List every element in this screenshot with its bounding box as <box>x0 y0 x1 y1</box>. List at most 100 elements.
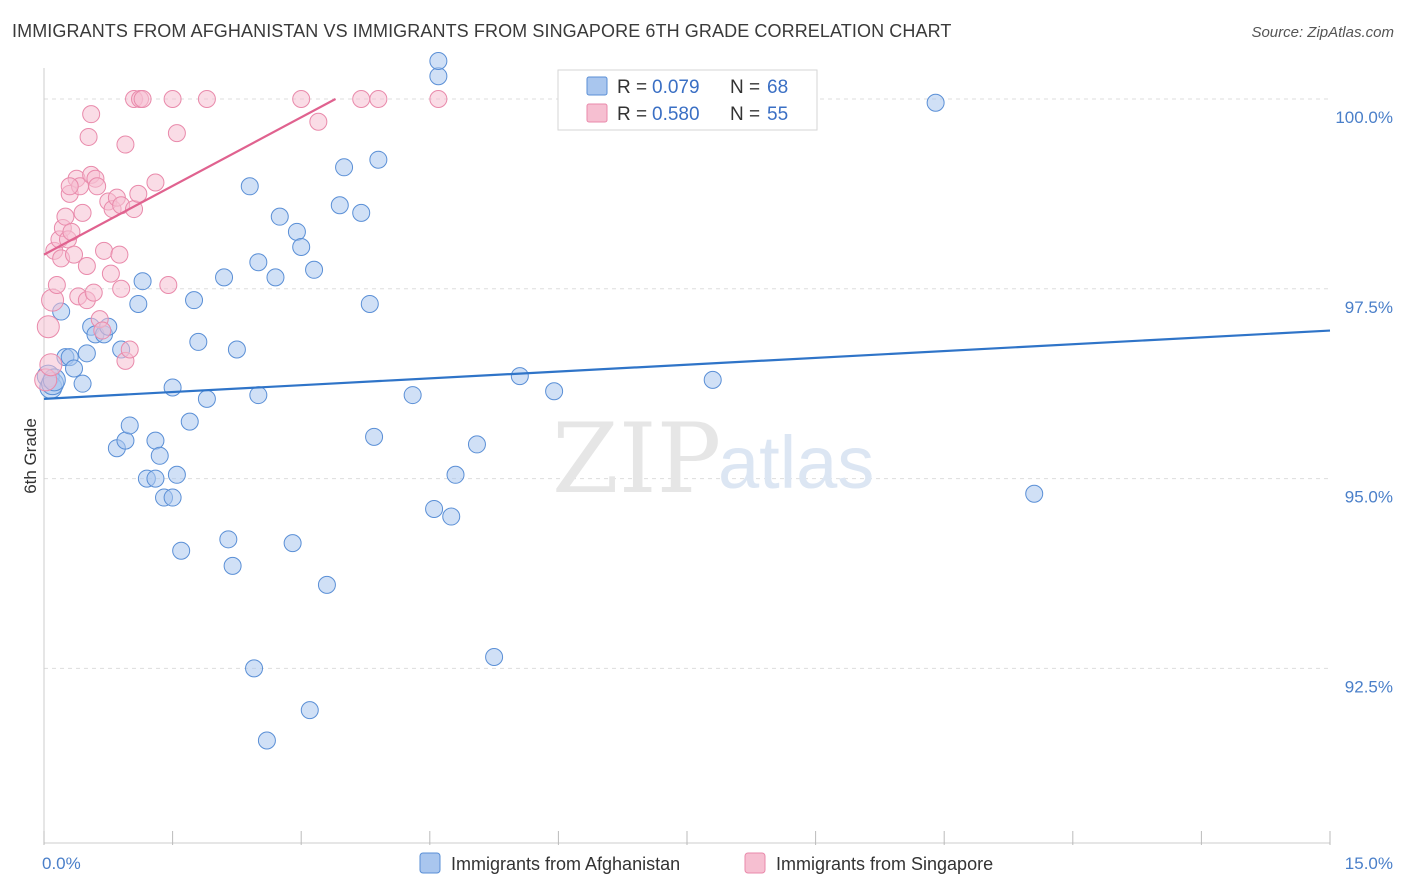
afghanistan-point <box>305 260 324 279</box>
singapore-point <box>112 279 131 298</box>
afghanistan-point <box>257 731 276 750</box>
afghanistan-point <box>215 268 234 287</box>
afghanistan-point <box>227 340 246 359</box>
afghanistan-point <box>180 412 199 431</box>
singapore-point <box>56 207 75 226</box>
afghanistan-point <box>185 291 204 310</box>
y-tick-label: 92.5% <box>1345 677 1393 696</box>
legend-pink-n-label: N = <box>730 104 765 125</box>
singapore-point <box>133 89 152 108</box>
singapore-point <box>77 257 96 276</box>
singapore-point <box>163 89 182 108</box>
legend-singapore-swatch <box>744 852 766 874</box>
series-singapore-points <box>34 89 448 392</box>
afghanistan-point <box>249 253 268 272</box>
singapore-point <box>167 124 186 143</box>
legend-afghanistan-label: Immigrants from Afghanistan <box>451 854 680 874</box>
legend-blue-n-label: N = <box>730 77 765 98</box>
afghanistan-point <box>1025 484 1044 503</box>
legend-pink-r-value: 0.580 <box>652 104 700 125</box>
afghanistan-point <box>167 465 186 484</box>
singapore-point <box>95 241 114 260</box>
afghanistan-point <box>442 507 461 526</box>
afghanistan-point <box>245 659 264 678</box>
singapore-point <box>82 105 101 124</box>
singapore-point <box>88 177 107 196</box>
afghanistan-point <box>240 177 259 196</box>
afghanistan-point <box>189 332 208 351</box>
trendlines <box>43 98 1331 400</box>
singapore-point <box>352 89 371 108</box>
legend-singapore-label: Immigrants from Singapore <box>776 854 993 874</box>
singapore-point <box>36 315 60 339</box>
afghanistan-point <box>360 294 379 313</box>
x-tick-label: 15.0% <box>1345 854 1393 873</box>
afghanistan-point <box>926 93 945 112</box>
afghanistan-point <box>223 556 242 575</box>
afghanistan-point <box>65 359 84 378</box>
afghanistan-point <box>510 367 529 386</box>
afghanistan-point <box>545 382 564 401</box>
afghanistan-point <box>429 67 448 86</box>
singapore-point <box>129 184 148 203</box>
singapore-point <box>73 203 92 222</box>
singapore-point <box>79 127 98 146</box>
tick-labels: 100.0% 97.5% 95.0% 92.5% 0.0% 15.0% <box>42 108 1393 873</box>
singapore-point <box>39 353 63 377</box>
singapore-point <box>159 275 178 294</box>
grid-lines <box>44 98 1330 669</box>
singapore-point <box>60 177 79 196</box>
afghanistan-point <box>266 268 285 287</box>
singapore-point <box>110 245 129 264</box>
singapore-point <box>146 173 165 192</box>
singapore-point <box>47 275 66 294</box>
afghanistan-point <box>197 389 216 408</box>
series-afghanistan-points <box>36 52 1044 750</box>
afghanistan-point <box>116 431 135 450</box>
legend-blue-n-value: 68 <box>767 77 788 98</box>
afghanistan-point <box>703 370 722 389</box>
legend-blue-r-value: 0.079 <box>652 77 700 98</box>
watermark-atlas: atlas <box>718 421 874 504</box>
singapore-point <box>120 340 139 359</box>
afghanistan-point <box>146 469 165 488</box>
afghanistan-point <box>163 488 182 507</box>
afghanistan-point <box>283 534 302 553</box>
afghanistan-point <box>369 150 388 169</box>
y-tick-label: 95.0% <box>1345 488 1393 507</box>
afghanistan-trendline <box>43 329 1331 400</box>
legend-afghanistan-swatch <box>419 852 441 874</box>
afghanistan-point <box>287 222 306 241</box>
x-tick-label: 0.0% <box>42 854 81 873</box>
singapore-point <box>65 245 84 264</box>
afghanistan-point <box>249 386 268 405</box>
singapore-point <box>84 283 103 302</box>
afghanistan-point <box>335 158 354 177</box>
legend-series: Immigrants from Afghanistan Immigrants f… <box>419 852 993 874</box>
afghanistan-point <box>129 294 148 313</box>
watermark-zip: ZIP <box>552 403 721 515</box>
afghanistan-point <box>429 52 448 71</box>
afghanistan-point <box>403 386 422 405</box>
afghanistan-point <box>330 196 349 215</box>
y-tick-label: 100.0% <box>1335 108 1393 127</box>
legend-pink-n-value: 55 <box>767 104 788 125</box>
watermark: ZIP atlas <box>552 403 874 515</box>
afghanistan-point <box>120 416 139 435</box>
source-credit: Source: ZipAtlas.com <box>1251 24 1394 41</box>
singapore-point <box>197 89 216 108</box>
legend-blue-swatch <box>586 76 608 96</box>
afghanistan-point <box>425 499 444 518</box>
y-tick-label: 97.5% <box>1345 298 1393 317</box>
afghanistan-point <box>270 207 289 226</box>
singapore-trendline <box>43 98 337 256</box>
afghanistan-point <box>365 427 384 446</box>
singapore-point <box>309 112 328 131</box>
singapore-point <box>292 89 311 108</box>
chart-title: IMMIGRANTS FROM AFGHANISTAN VS IMMIGRANT… <box>12 21 952 41</box>
singapore-point <box>369 89 388 108</box>
afghanistan-point <box>219 530 238 549</box>
afghanistan-point <box>77 344 96 363</box>
afghanistan-point <box>317 575 336 594</box>
